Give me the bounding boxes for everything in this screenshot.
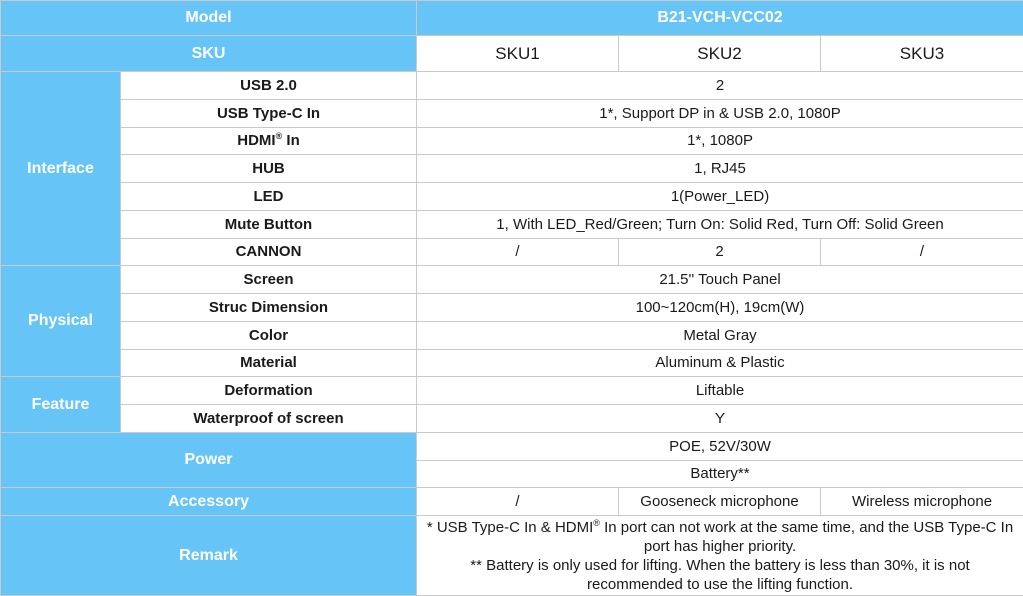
- spec-label: Screen: [121, 266, 417, 294]
- spec-value: 1*, 1080P: [417, 127, 1023, 155]
- spec-row-hub: HUB 1, RJ45: [1, 155, 1023, 183]
- spec-label: Color: [121, 321, 417, 349]
- spec-row-remark: Remark * USB Type-C In & HDMI® In port c…: [1, 516, 1023, 596]
- spec-row-color: Color Metal Gray: [1, 321, 1023, 349]
- remark-line-1-b: In port can not work at the same time, a…: [600, 519, 1013, 555]
- spec-row-waterproof: Waterproof of screen Y: [1, 405, 1023, 433]
- sku-2: SKU2: [619, 36, 821, 72]
- spec-value-sku2: 2: [619, 238, 821, 266]
- spec-value-sku2: Gooseneck microphone: [619, 488, 821, 516]
- spec-row-usb2: Interface USB 2.0 2: [1, 72, 1023, 100]
- spec-row-led: LED 1(Power_LED): [1, 183, 1023, 211]
- spec-row-material: Material Aluminum & Plastic: [1, 349, 1023, 377]
- spec-row-power-poe: Power POE, 52V/30W: [1, 432, 1023, 460]
- spec-value-sku3: /: [821, 238, 1023, 266]
- spec-value: 100~120cm(H), 19cm(W): [417, 294, 1023, 322]
- category-interface: Interface: [1, 72, 121, 266]
- spec-label: LED: [121, 183, 417, 211]
- spec-value: Liftable: [417, 377, 1023, 405]
- category-power: Power: [1, 432, 417, 488]
- category-remark: Remark: [1, 516, 417, 596]
- model-value: B21-VCH-VCC02: [417, 1, 1023, 36]
- spec-label: Waterproof of screen: [121, 405, 417, 433]
- category-accessory: Accessory: [1, 488, 417, 516]
- spec-row-accessory: Accessory / Gooseneck microphone Wireles…: [1, 488, 1023, 516]
- spec-value-sku1: /: [417, 238, 619, 266]
- sku-row: SKU SKU1 SKU2 SKU3: [1, 36, 1023, 72]
- spec-row-dimension: Struc Dimension 100~120cm(H), 19cm(W): [1, 294, 1023, 322]
- spec-row-deformation: Feature Deformation Liftable: [1, 377, 1023, 405]
- model-label: Model: [1, 1, 417, 36]
- spec-label: CANNON: [121, 238, 417, 266]
- remark-line-1-a: * USB Type-C In & HDMI: [427, 519, 593, 536]
- spec-value: Battery**: [417, 460, 1023, 488]
- sku-1: SKU1: [417, 36, 619, 72]
- remark-line-1: * USB Type-C In & HDMI® In port can not …: [423, 518, 1017, 556]
- spec-value-sku3: Wireless microphone: [821, 488, 1023, 516]
- spec-row-cannon: CANNON / 2 /: [1, 238, 1023, 266]
- spec-label: Deformation: [121, 377, 417, 405]
- spec-value: Metal Gray: [417, 321, 1023, 349]
- sku-3: SKU3: [821, 36, 1023, 72]
- spec-label-tail: In: [282, 132, 300, 149]
- spec-row-mute-button: Mute Button 1, With LED_Red/Green; Turn …: [1, 210, 1023, 238]
- spec-label-main: HDMI: [237, 132, 275, 149]
- spec-label: Struc Dimension: [121, 294, 417, 322]
- remark-line-2: ** Battery is only used for lifting. Whe…: [423, 556, 1017, 594]
- spec-value: 1, RJ45: [417, 155, 1023, 183]
- model-row: Model B21-VCH-VCC02: [1, 1, 1023, 36]
- registered-mark: ®: [593, 518, 600, 528]
- spec-value: 1*, Support DP in & USB 2.0, 1080P: [417, 99, 1023, 127]
- spec-value: 1(Power_LED): [417, 183, 1023, 211]
- spec-label: USB Type-C In: [121, 99, 417, 127]
- spec-value: POE, 52V/30W: [417, 432, 1023, 460]
- spec-row-screen: Physical Screen 21.5'' Touch Panel: [1, 266, 1023, 294]
- spec-row-usb-type-c: USB Type-C In 1*, Support DP in & USB 2.…: [1, 99, 1023, 127]
- category-physical: Physical: [1, 266, 121, 377]
- spec-value: 2: [417, 72, 1023, 100]
- spec-value: 21.5'' Touch Panel: [417, 266, 1023, 294]
- spec-row-hdmi: HDMI® In 1*, 1080P: [1, 127, 1023, 155]
- spec-value: 1, With LED_Red/Green; Turn On: Solid Re…: [417, 210, 1023, 238]
- sku-label: SKU: [1, 36, 417, 72]
- spec-label: HDMI® In: [121, 127, 417, 155]
- spec-label: Material: [121, 349, 417, 377]
- spec-label: Mute Button: [121, 210, 417, 238]
- spec-value: Y: [417, 405, 1023, 433]
- spec-value-sku1: /: [417, 488, 619, 516]
- spec-label: USB 2.0: [121, 72, 417, 100]
- remark-text: * USB Type-C In & HDMI® In port can not …: [417, 516, 1023, 596]
- spec-value: Aluminum & Plastic: [417, 349, 1023, 377]
- category-feature: Feature: [1, 377, 121, 433]
- spec-label: HUB: [121, 155, 417, 183]
